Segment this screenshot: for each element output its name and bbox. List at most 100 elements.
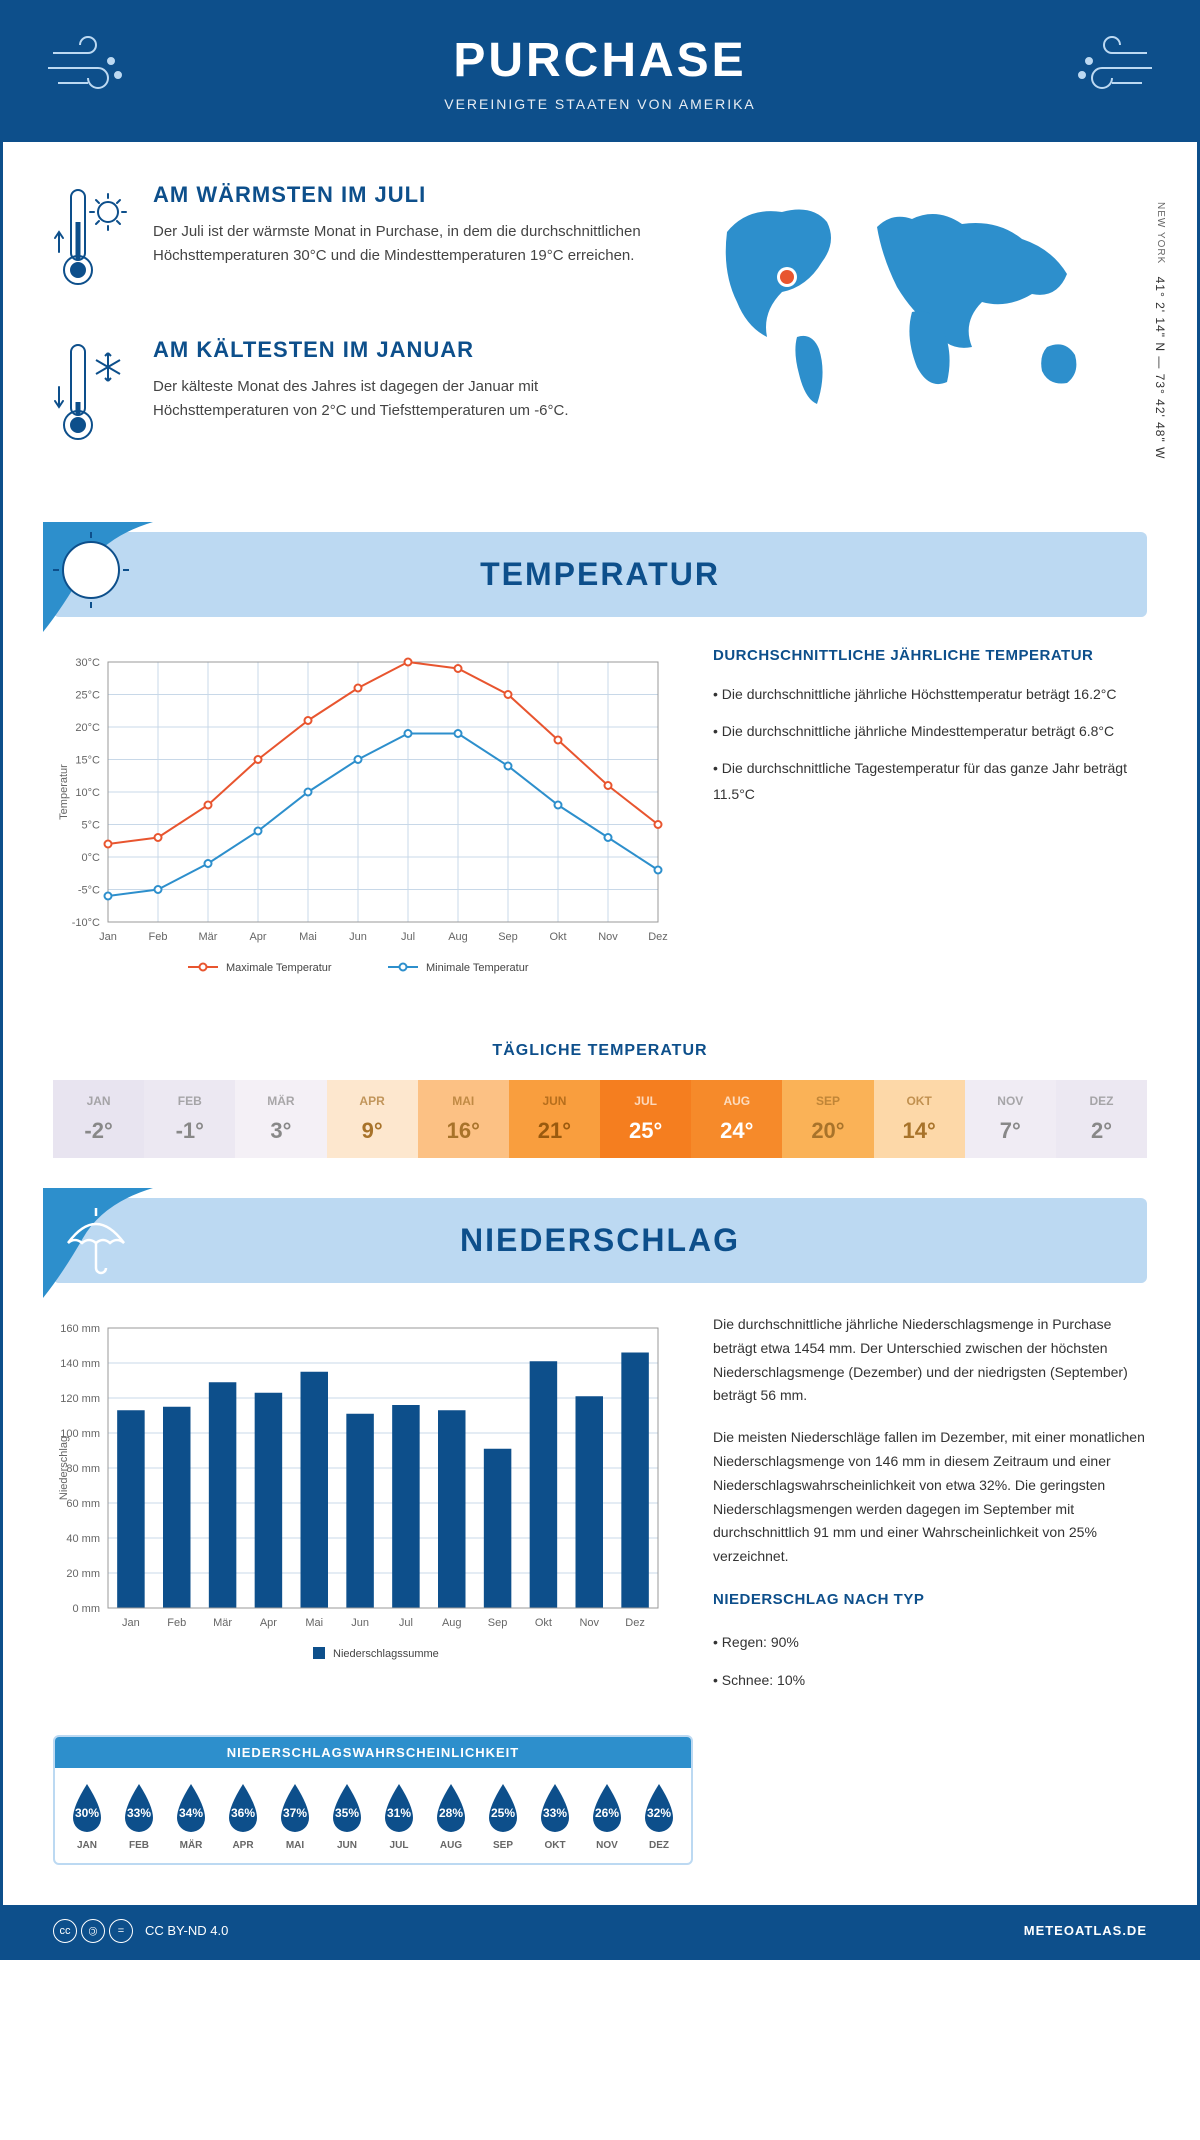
raindrop-icon: 28% (429, 1780, 473, 1836)
temp-summary-item: • Die durchschnittliche jährliche Höchst… (713, 682, 1147, 707)
temperature-section-header: TEMPERATUR (53, 532, 1147, 617)
raindrop-icon: 35% (325, 1780, 369, 1836)
svg-text:60 mm: 60 mm (66, 1498, 100, 1510)
svg-text:Dez: Dez (625, 1617, 645, 1629)
svg-text:140 mm: 140 mm (60, 1358, 100, 1370)
warmest-fact: AM WÄRMSTEN IM JULI Der Juli ist der wär… (53, 182, 647, 297)
raindrop-icon: 34% (169, 1780, 213, 1836)
svg-text:Jun: Jun (349, 931, 367, 943)
raindrop-icon: 26% (585, 1780, 629, 1836)
svg-text:-5°C: -5°C (78, 885, 100, 897)
raindrop-icon: 30% (65, 1780, 109, 1836)
svg-text:Mär: Mär (199, 931, 218, 943)
svg-text:Nov: Nov (598, 931, 618, 943)
svg-text:120 mm: 120 mm (60, 1393, 100, 1405)
prob-title: NIEDERSCHLAGSWAHRSCHEINLICHKEIT (55, 1737, 691, 1768)
svg-text:80 mm: 80 mm (66, 1463, 100, 1475)
svg-text:160 mm: 160 mm (60, 1323, 100, 1335)
prob-cell: 25%SEP (477, 1780, 529, 1851)
daily-temp-cell: JAN-2° (53, 1080, 144, 1158)
temperature-chart: -10°C-5°C0°C5°C10°C15°C20°C25°C30°CJanFe… (53, 647, 673, 992)
svg-text:Aug: Aug (448, 931, 468, 943)
daily-temp-cell: NOV7° (965, 1080, 1056, 1158)
prob-cell: 28%AUG (425, 1780, 477, 1851)
temperature-title: TEMPERATUR (77, 556, 1123, 593)
precipitation-chart: 0 mm20 mm40 mm60 mm80 mm100 mm120 mm140 … (53, 1313, 673, 1705)
svg-text:Okt: Okt (549, 931, 566, 943)
thermometer-hot-icon (53, 182, 133, 297)
coords-value: 41° 2' 14" N — 73° 42' 48" W (1153, 277, 1167, 460)
svg-text:Apr: Apr (260, 1617, 277, 1629)
precipitation-title: NIEDERSCHLAG (77, 1222, 1123, 1259)
prob-cell: 31%JUL (373, 1780, 425, 1851)
svg-text:15°C: 15°C (75, 755, 100, 767)
precipitation-probability-box: NIEDERSCHLAGSWAHRSCHEINLICHKEIT 30%JAN33… (53, 1735, 693, 1865)
prob-cell: 34%MÄR (165, 1780, 217, 1851)
daily-temp-cell: MÄR3° (235, 1080, 326, 1158)
svg-text:0 mm: 0 mm (73, 1603, 101, 1615)
raindrop-icon: 31% (377, 1780, 421, 1836)
prob-cell: 26%NOV (581, 1780, 633, 1851)
daily-temp-cell: JUL25° (600, 1080, 691, 1158)
svg-text:Dez: Dez (648, 931, 668, 943)
precip-type-title: NIEDERSCHLAG NACH TYP (713, 1587, 1147, 1613)
raindrop-icon: 32% (637, 1780, 681, 1836)
svg-text:40 mm: 40 mm (66, 1533, 100, 1545)
thermometer-cold-icon (53, 337, 133, 452)
prob-cell: 36%APR (217, 1780, 269, 1851)
temp-summary-item: • Die durchschnittliche Tagestemperatur … (713, 756, 1147, 806)
precipitation-section-header: NIEDERSCHLAG (53, 1198, 1147, 1283)
warmest-text: Der Juli ist der wärmste Monat in Purcha… (153, 220, 647, 268)
temp-summary-item: • Die durchschnittliche jährliche Mindes… (713, 719, 1147, 744)
footer: cc🄯= CC BY-ND 4.0 METEOATLAS.DE (3, 1905, 1197, 1957)
svg-text:20°C: 20°C (75, 722, 100, 734)
page-title: PURCHASE (23, 33, 1177, 88)
precip-p2: Die meisten Niederschläge fallen im Deze… (713, 1426, 1147, 1569)
svg-text:Sep: Sep (488, 1617, 508, 1629)
coldest-title: AM KÄLTESTEN IM JANUAR (153, 337, 647, 363)
daily-temp-cell: SEP20° (782, 1080, 873, 1158)
umbrella-icon (43, 1188, 153, 1303)
svg-text:Mai: Mai (305, 1617, 323, 1629)
svg-text:-10°C: -10°C (72, 917, 100, 929)
svg-text:Temperatur: Temperatur (58, 764, 70, 820)
svg-text:25°C: 25°C (75, 690, 100, 702)
svg-text:Feb: Feb (149, 931, 168, 943)
svg-text:Aug: Aug (442, 1617, 462, 1629)
license-text: CC BY-ND 4.0 (145, 1923, 228, 1938)
svg-text:Jul: Jul (399, 1617, 413, 1629)
svg-text:20 mm: 20 mm (66, 1568, 100, 1580)
site-name: METEOATLAS.DE (1024, 1923, 1147, 1938)
svg-text:Niederschlagssumme: Niederschlagssumme (333, 1648, 439, 1660)
daily-temp-cell: JUN21° (509, 1080, 600, 1158)
prob-cell: 30%JAN (61, 1780, 113, 1851)
daily-temp-cell: AUG24° (691, 1080, 782, 1158)
svg-text:Minimale Temperatur: Minimale Temperatur (426, 962, 529, 974)
svg-text:Sep: Sep (498, 931, 518, 943)
sun-icon (43, 522, 153, 637)
world-map: NEW YORK 41° 2' 14" N — 73° 42' 48" W (687, 182, 1147, 492)
svg-text:Maximale Temperatur: Maximale Temperatur (226, 962, 332, 974)
daily-temp-cell: DEZ2° (1056, 1080, 1147, 1158)
daily-temp-grid: JAN-2°FEB-1°MÄR3°APR9°MAI16°JUN21°JUL25°… (53, 1080, 1147, 1158)
svg-text:Mär: Mär (213, 1617, 232, 1629)
raindrop-icon: 33% (117, 1780, 161, 1836)
coordinates: NEW YORK 41° 2' 14" N — 73° 42' 48" W (1153, 202, 1167, 459)
daily-temp-cell: APR9° (327, 1080, 418, 1158)
daily-temp-title: TÄGLICHE TEMPERATUR (3, 1042, 1197, 1060)
svg-text:Okt: Okt (535, 1617, 552, 1629)
coldest-fact: AM KÄLTESTEN IM JANUAR Der kälteste Mona… (53, 337, 647, 452)
coldest-text: Der kälteste Monat des Jahres ist dagege… (153, 375, 647, 423)
temperature-summary: DURCHSCHNITTLICHE JÄHRLICHE TEMPERATUR •… (713, 647, 1147, 992)
coords-location: NEW YORK (1155, 202, 1166, 264)
temp-summary-title: DURCHSCHNITTLICHE JÄHRLICHE TEMPERATUR (713, 647, 1147, 664)
cc-icons: cc🄯= (53, 1919, 133, 1943)
svg-text:Nov: Nov (579, 1617, 599, 1629)
raindrop-icon: 33% (533, 1780, 577, 1836)
svg-text:Apr: Apr (249, 931, 266, 943)
page-subtitle: VEREINIGTE STAATEN VON AMERIKA (23, 96, 1177, 112)
daily-temp-cell: OKT14° (874, 1080, 965, 1158)
prob-cell: 33%OKT (529, 1780, 581, 1851)
prob-cell: 32%DEZ (633, 1780, 685, 1851)
raindrop-icon: 25% (481, 1780, 525, 1836)
